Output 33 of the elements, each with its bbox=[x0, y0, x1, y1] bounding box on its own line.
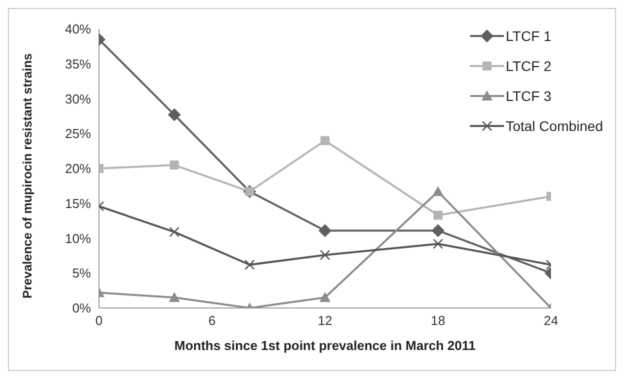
legend-label: LTCF 3 bbox=[506, 88, 552, 104]
point bbox=[170, 160, 179, 170]
point bbox=[318, 224, 332, 238]
point bbox=[169, 226, 180, 238]
x-tick-label: 18 bbox=[430, 313, 446, 328]
point bbox=[320, 292, 330, 302]
x-axis-title: Months since 1st point prevalence in March 2011 bbox=[174, 338, 476, 353]
y-tick-label: 35% bbox=[64, 56, 92, 72]
y-tick-label: 15% bbox=[64, 196, 92, 211]
point bbox=[434, 210, 442, 220]
y-axis-title: Prevalence of mupirocin resistant strains bbox=[20, 53, 34, 298]
point bbox=[432, 186, 444, 196]
point bbox=[244, 260, 255, 270]
y-tick-label: 30% bbox=[64, 91, 92, 106]
y-tick-label: 10% bbox=[64, 230, 92, 246]
x-tick-label: 24 bbox=[544, 313, 558, 328]
point bbox=[320, 250, 330, 260]
y-tick-label: 20% bbox=[64, 161, 92, 176]
legend-label: LTCF 2 bbox=[506, 58, 552, 74]
point bbox=[168, 108, 181, 122]
legend-label: Total Combined bbox=[506, 118, 603, 134]
x-tick-label: 12 bbox=[318, 313, 332, 328]
y-tick-label: 40% bbox=[64, 22, 92, 37]
point bbox=[168, 292, 180, 302]
point bbox=[432, 224, 444, 238]
y-tick-label: 5% bbox=[72, 266, 92, 281]
point bbox=[320, 136, 330, 146]
x-tick-label: 6 bbox=[208, 313, 216, 328]
y-tick-label: 0% bbox=[72, 300, 92, 316]
legend-label: LTCF 1 bbox=[506, 28, 552, 44]
y-tick-label: 25% bbox=[64, 126, 92, 142]
point bbox=[432, 238, 444, 249]
x-tick-label: 0 bbox=[95, 313, 103, 328]
